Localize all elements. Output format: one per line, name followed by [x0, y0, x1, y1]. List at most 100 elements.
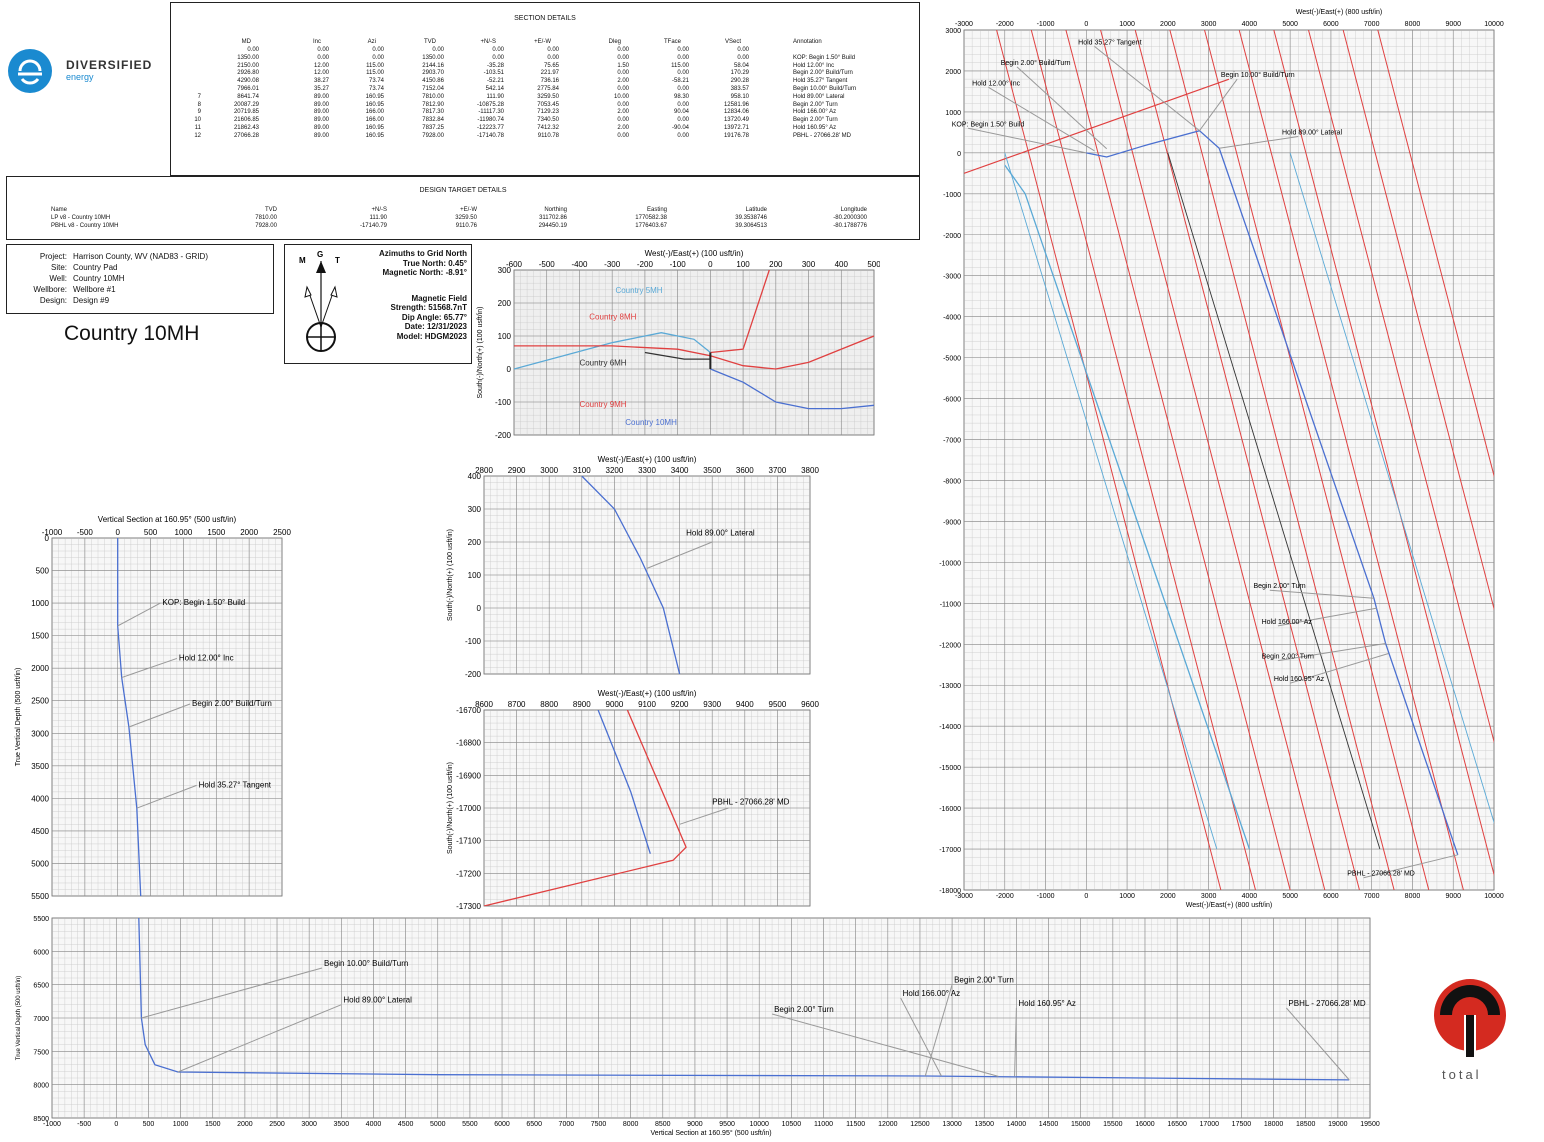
x-axis-label-top: West(-)/East(+) (800 usft/in) [1296, 9, 1382, 16]
x-tick-label: 18500 [1296, 1121, 1316, 1128]
x-tick-label: 3300 [638, 466, 656, 475]
section-cell: 12581.96 [723, 101, 749, 108]
y-tick-label: -8000 [943, 478, 961, 485]
section-cell: 160.95 [365, 125, 384, 131]
x-tick-label: -600 [506, 260, 523, 269]
section-cell: 12834.06 [723, 109, 749, 116]
project-value: Design #9 [73, 296, 110, 305]
y-tick-label: 0 [45, 534, 50, 543]
y-tick-label: 3000 [31, 729, 49, 738]
y-tick-label: 3000 [945, 28, 961, 35]
section-cell: 10 [194, 117, 201, 124]
section-cell: 73.74 [368, 86, 384, 92]
project-label: Well: [49, 274, 67, 283]
x-axis-label: Vertical Section at 160.95° (500 usft/in… [650, 1129, 771, 1137]
x-tick-label: 300 [802, 260, 816, 269]
y-tick-label: 200 [498, 299, 512, 308]
section-cell: 73.74 [368, 78, 384, 85]
annotation-label: Hold 35.27° Tangent [199, 780, 272, 789]
project-label: Project: [39, 252, 67, 261]
magnetic-field-title: Magnetic Field [411, 293, 467, 303]
section-cell: -52.21 [486, 78, 504, 85]
annotation-leader [1014, 1007, 1017, 1077]
x-tick-label: 11000 [814, 1121, 833, 1128]
x-tick-label: 3200 [606, 466, 624, 475]
x-tick-label: -500 [539, 260, 556, 269]
lease-line [1030, 30, 1256, 890]
lease-line [1377, 30, 1494, 478]
section-cell: 89.00 [313, 93, 329, 100]
section-details-body: MD Inc Azi TVD +N/-S +E/-W Dleg TFace VSect Annot… [171, 39, 919, 173]
series-line [1004, 164, 1251, 850]
x-tick-label-top: 7000 [1364, 21, 1380, 28]
x-tick-label: 3100 [573, 466, 591, 475]
section-cell: 160.95 [365, 93, 384, 100]
north-arrow-icon: M G T [299, 250, 340, 352]
diversified-logo: DIVERSIFIED energy [6, 46, 166, 96]
x-tick-label: 19500 [1360, 1121, 1380, 1128]
target-header-cell: +E/-W [460, 207, 477, 213]
lease-lines [964, 30, 1494, 890]
annotation-label: Hold 166.00° Az [903, 989, 960, 998]
section-cell: 3259.50 [537, 93, 559, 100]
section-cell: 0.00 [317, 54, 329, 61]
series-line [597, 710, 651, 854]
annotation-label: KOP: Begin 1.50° Build [952, 120, 1025, 128]
x-tick-label: 15000 [1071, 1121, 1091, 1128]
x-tick-label: 1500 [205, 1121, 221, 1128]
x-tick-label: 3000 [301, 1121, 317, 1128]
x-tick-label: 1000 [173, 1121, 189, 1128]
x-tick-label: 9500 [719, 1121, 735, 1128]
series-label: Country 9MH [579, 400, 626, 409]
y-tick-label: -17000 [939, 847, 961, 854]
annotation-label: Hold 12.00° Inc [179, 653, 234, 662]
offset-wellbore [1289, 152, 1494, 824]
section-cell: -11117.30 [478, 109, 504, 116]
target-header-cell: Longitude [840, 207, 867, 213]
y-tick-label: 100 [468, 571, 482, 580]
y-axis-label: South(-)/North(+) (100 usft/in) [477, 306, 484, 398]
x-tick-label: 2500 [273, 528, 291, 537]
x-tick-label: -1000 [1037, 893, 1055, 900]
section-cell: 7129.23 [537, 109, 559, 116]
annotation-leader [121, 657, 178, 679]
vertical-section-long-chart: -1000 -500 0 500 1000 1500 2000 2500 3000 3500 400… [16, 916, 1380, 1137]
y-tick-label: 6000 [33, 949, 49, 956]
section-cell: 0.00 [617, 47, 629, 53]
section-cell: 0.00 [677, 132, 689, 139]
x-tick-label: 10000 [749, 1121, 769, 1128]
y-tick-label: 300 [498, 266, 512, 275]
y-tick-label: 1000 [31, 599, 49, 608]
section-cell: PBHL - 27066.28' MD [793, 132, 851, 139]
y-tick-label: -17000 [456, 804, 481, 813]
magnetic-north: Magnetic North: -8.91° [382, 268, 467, 277]
y-tick-label: 5500 [33, 916, 49, 923]
x-tick-label: 200 [769, 260, 783, 269]
dip-angle: Dip Angle: 65.77° [401, 312, 467, 322]
x-tick-label: 18000 [1264, 1121, 1284, 1128]
section-cell: 2775.84 [537, 86, 559, 92]
section-cell: 8 [197, 101, 201, 108]
y-tick-label: -4000 [943, 315, 961, 322]
y-tick-label: 5500 [31, 892, 49, 901]
offset-wellbore [1004, 152, 1218, 850]
x-tick-label-top: 3000 [1201, 21, 1217, 28]
section-cell: -58.21 [671, 78, 689, 85]
target-cell: -17140.79 [359, 223, 387, 229]
annotation-label: Hold 89.00° Lateral [343, 996, 412, 1005]
x-tick-label: -500 [77, 528, 94, 537]
section-cell: 19176.78 [723, 132, 749, 139]
lease-line [1169, 30, 1395, 890]
design-target-title: DESIGN TARGET DETAILS [419, 187, 507, 194]
series-line [710, 368, 874, 410]
section-cell: 7810.00 [422, 93, 444, 100]
section-cell: -10875.28 [476, 101, 504, 108]
section-cell: 0.00 [617, 132, 629, 139]
annotation-label: Hold 160.95° Az [1018, 999, 1075, 1008]
x-tick-label: 0 [708, 260, 713, 269]
y-tick-label: -200 [495, 431, 512, 440]
x-tick-label: 1000 [1119, 893, 1135, 900]
diversified-logo-icon [8, 49, 52, 93]
section-cell: 2150.00 [237, 62, 259, 69]
x-tick-label: 5000 [430, 1121, 446, 1128]
